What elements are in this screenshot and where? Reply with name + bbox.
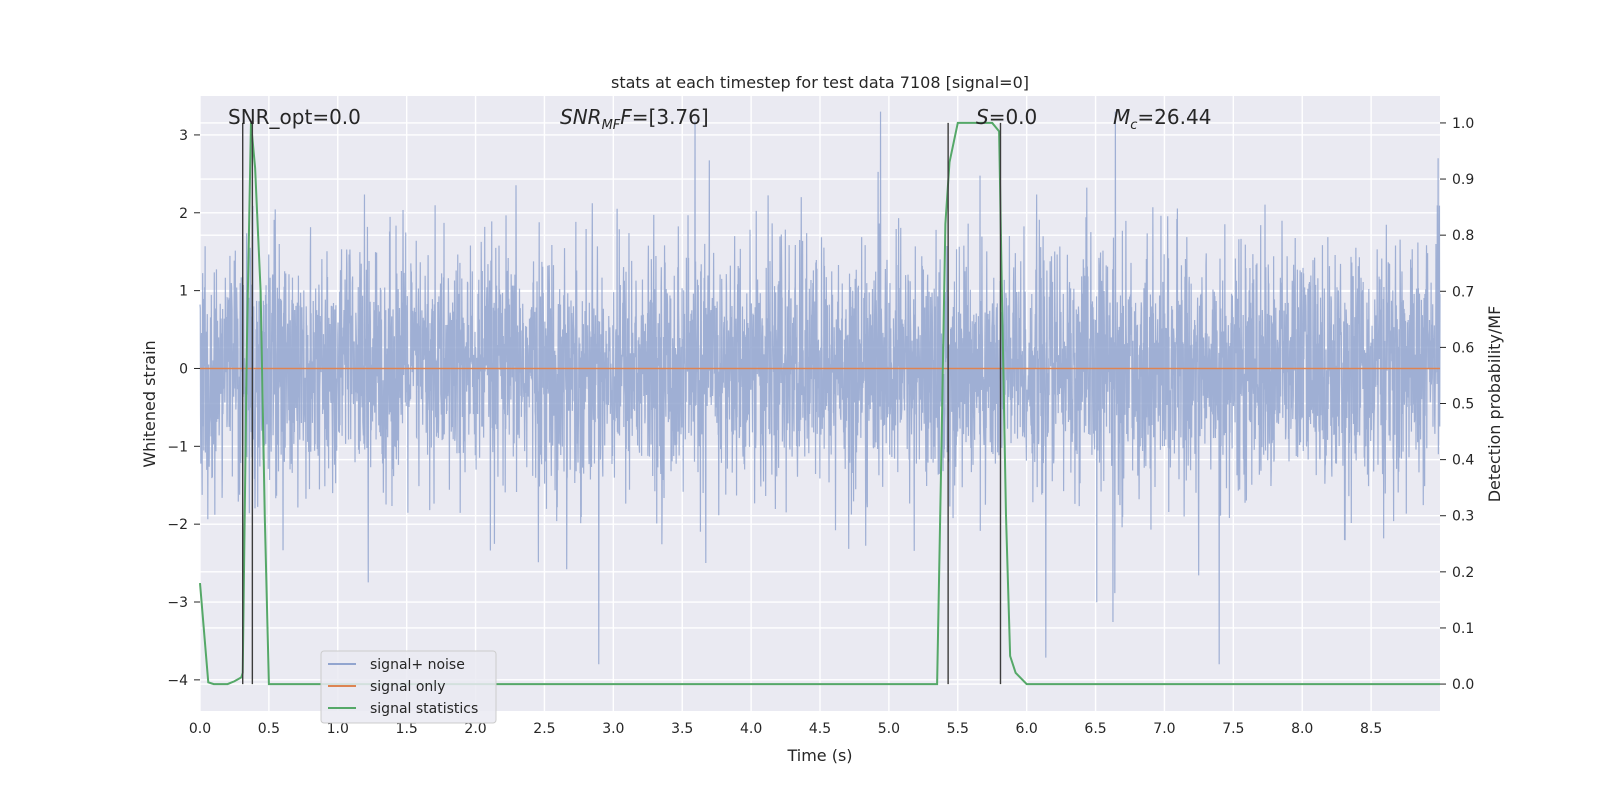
ticks: 0.0 0.5 1.0 1.5 2.0 2.5 3.0 3.5 4.0 4.5 5.0 5.5 6.0 6… <box>167 116 1474 737</box>
annotation-mc-value: =26.44 <box>1137 105 1211 129</box>
vertical-markers <box>242 122 1002 685</box>
annotation-s: S=0.0 <box>976 105 1037 129</box>
y-tick-label: 0 <box>179 361 188 377</box>
y2-tick-label: 1.0 <box>1452 116 1474 132</box>
annotation-mc-sub: c <box>1130 118 1137 133</box>
annotation-snr-opt: SNR_opt=0.0 <box>228 105 361 129</box>
annotation-snr-mf-main: SNR <box>560 105 602 129</box>
x-tick-label: 6.5 <box>1084 721 1106 737</box>
legend-label-signal-only: signal only <box>370 679 445 695</box>
x-tick-label: 3.5 <box>671 721 693 737</box>
y2-tick-label: 0.9 <box>1452 172 1474 188</box>
annotation-s-main: S <box>976 105 989 129</box>
y2-tick-label: 0.7 <box>1452 284 1474 300</box>
x-tick-label: 0.0 <box>189 721 211 737</box>
y2-tick-label: 0.3 <box>1452 509 1474 525</box>
y-tick-label: −2 <box>167 517 188 533</box>
y2-tick-label: 0.6 <box>1452 340 1474 356</box>
y2-axis-label: Detection probability/MF <box>1485 306 1504 503</box>
y2-tick-label: 0.5 <box>1452 397 1474 413</box>
y-tick-label: 1 <box>179 284 188 300</box>
series-lines <box>199 121 1440 686</box>
y2-tick-label: 0.0 <box>1452 677 1474 693</box>
y-tick-label: 2 <box>179 206 188 222</box>
x-tick-label: 7.0 <box>1153 721 1175 737</box>
annotation-snr-mf-value: =[3.76] <box>632 105 709 129</box>
legend-label-signal-plus-noise: signal+ noise <box>370 657 465 673</box>
y2-tick-label: 0.1 <box>1452 621 1474 637</box>
annotation-snr-mf: SNRMFF=[3.76] <box>560 105 709 133</box>
x-tick-label: 8.0 <box>1291 721 1313 737</box>
annotation-mc-main: M <box>1113 105 1130 129</box>
x-axis-label: Time (s) <box>786 746 852 765</box>
series-signal-plus-noise <box>199 111 1441 665</box>
y-tick-label: −4 <box>167 673 188 689</box>
x-tick-label: 6.0 <box>1016 721 1038 737</box>
x-tick-label: 1.5 <box>396 721 418 737</box>
x-tick-label: 0.5 <box>258 721 280 737</box>
chart-title: stats at each timestep for test data 710… <box>611 73 1029 92</box>
legend-label-signal-statistics: signal statistics <box>370 701 478 717</box>
annotation-mc: Mc=26.44 <box>1113 105 1211 133</box>
x-tick-label: 8.5 <box>1360 721 1382 737</box>
line-signal-statistics <box>199 121 1440 686</box>
legend: signal+ noise signal only signal statist… <box>320 650 497 724</box>
line-signal-plus-noise <box>199 111 1441 665</box>
annotation-snr-mf-sub: MF <box>602 118 621 133</box>
annotation-s-value: =0.0 <box>989 105 1038 129</box>
x-tick-label: 4.0 <box>740 721 762 737</box>
x-tick-label: 7.5 <box>1222 721 1244 737</box>
x-tick-label: 5.0 <box>878 721 900 737</box>
y-tick-label: −1 <box>167 439 188 455</box>
y2-tick-label: 0.8 <box>1452 228 1474 244</box>
y-tick-label: −3 <box>167 595 188 611</box>
x-tick-label: 2.5 <box>533 721 555 737</box>
x-tick-label: 4.5 <box>809 721 831 737</box>
y-tick-label: 3 <box>179 128 188 144</box>
x-tick-label: 3.0 <box>602 721 624 737</box>
annotation-snr-mf-f: F <box>620 105 632 129</box>
y2-tick-label: 0.4 <box>1452 453 1474 469</box>
legend-box <box>320 650 497 724</box>
y2-tick-label: 0.2 <box>1452 565 1474 581</box>
x-tick-label: 2.0 <box>464 721 486 737</box>
x-tick-label: 1.0 <box>327 721 349 737</box>
y-axis-label: Whitened strain <box>140 340 159 467</box>
x-tick-label: 5.5 <box>947 721 969 737</box>
